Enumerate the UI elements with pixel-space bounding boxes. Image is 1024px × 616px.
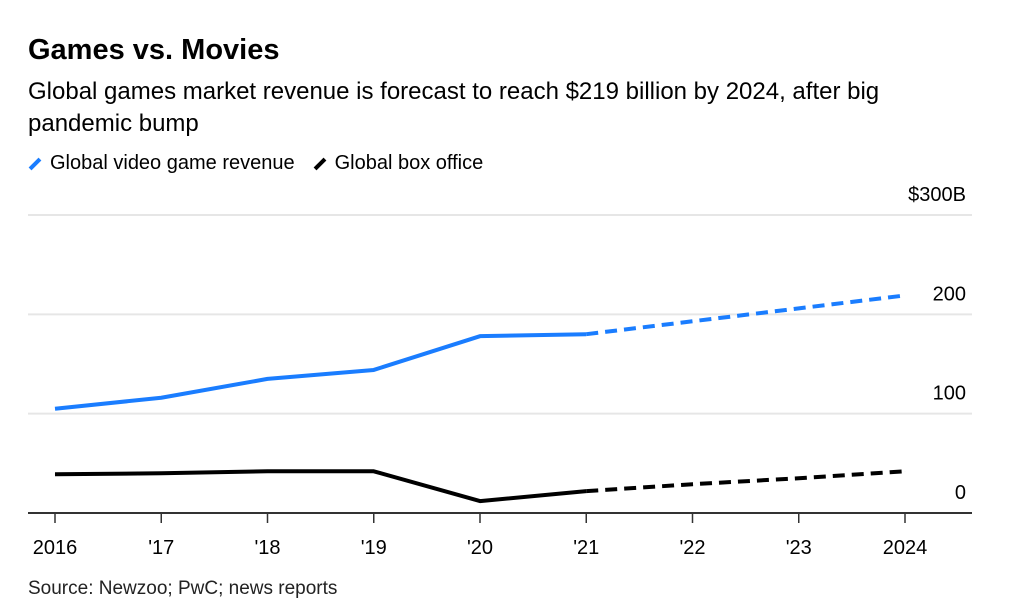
y-tick-label: $300B — [908, 184, 966, 206]
chart-title: Games vs. Movies — [28, 34, 280, 66]
y-tick-label: 0 — [955, 482, 966, 504]
y-tick-label: 200 — [933, 283, 966, 305]
series-line-0-actual — [54, 332, 587, 411]
x-tick-label: '17 — [148, 537, 174, 559]
x-tick-label: 2016 — [33, 537, 78, 559]
x-tick-label: '23 — [786, 537, 812, 559]
series-line-1-forecast — [586, 469, 906, 494]
series-line-1-actual — [54, 469, 587, 504]
x-tick-label: '18 — [254, 537, 280, 559]
x-tick-label: '19 — [361, 537, 387, 559]
source-note: Source: Newzoo; PwC; news reports — [28, 578, 338, 599]
x-tick-label: '20 — [467, 537, 493, 559]
legend: Global video game revenue Global box off… — [28, 152, 483, 175]
legend-item-box-office: Global box office — [313, 152, 484, 175]
legend-label-games: Global video game revenue — [50, 152, 295, 174]
y-tick-label: 100 — [933, 383, 966, 405]
chart-subtitle: Global games market revenue is forecast … — [28, 78, 880, 137]
legend-item-games: Global video game revenue — [28, 152, 295, 175]
x-tick-label: '21 — [573, 537, 599, 559]
series-line-0-forecast — [586, 293, 906, 337]
legend-label-box-office: Global box office — [334, 152, 484, 174]
x-tick-label: '22 — [679, 537, 705, 559]
x-tick-label: 2024 — [883, 537, 928, 559]
